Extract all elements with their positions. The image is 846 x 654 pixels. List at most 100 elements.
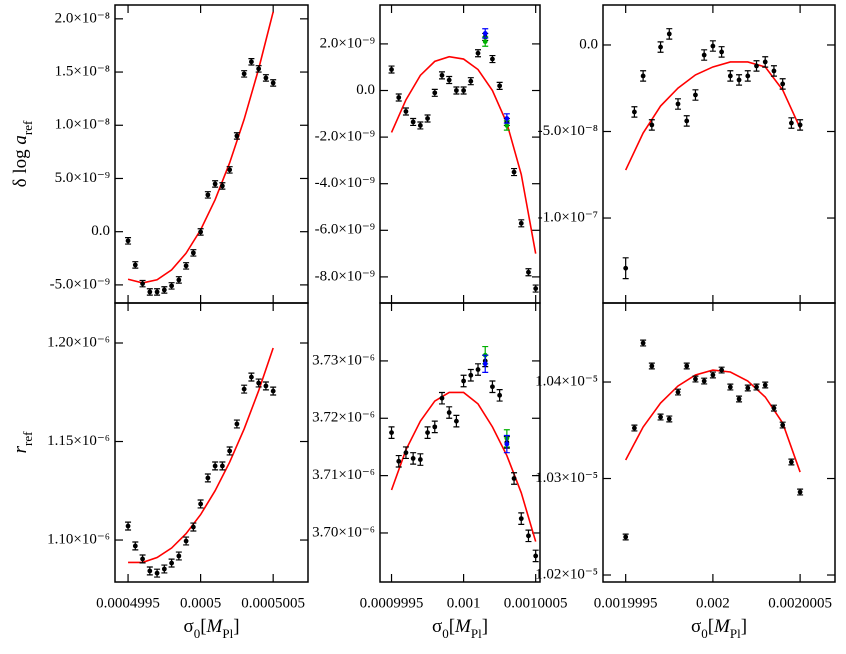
x-tick-label: 0.0020005 xyxy=(768,595,832,611)
label-part: σ xyxy=(183,616,193,637)
y-tick-label: 1.04×10⁻⁵ xyxy=(535,373,598,389)
data-point xyxy=(649,363,655,369)
data-point xyxy=(396,458,402,464)
data-point xyxy=(482,361,488,367)
data-point xyxy=(183,263,189,269)
data-point xyxy=(533,553,539,559)
data-point xyxy=(219,463,225,469)
data-point xyxy=(263,75,269,81)
data-point xyxy=(169,560,174,566)
x-tick-label: 0.002 xyxy=(696,595,730,611)
data-point xyxy=(190,524,196,530)
data-point xyxy=(771,405,777,411)
data-point xyxy=(762,382,768,388)
data-point xyxy=(154,289,160,295)
label-part: ref xyxy=(20,120,35,135)
y-tick-label: 3.71×10⁻⁶ xyxy=(312,467,375,483)
data-point xyxy=(719,367,725,373)
data-point xyxy=(468,78,474,84)
y-tick-label: 1.0×10⁻⁸ xyxy=(55,117,110,133)
data-point xyxy=(410,119,416,125)
y-tick-label: -6.0×10⁻⁹ xyxy=(315,222,375,238)
data-point xyxy=(176,553,182,559)
y-tick-label: 2.0×10⁻⁸ xyxy=(55,10,110,26)
data-point xyxy=(710,372,716,378)
label-part: δ log xyxy=(10,145,31,188)
plot-frame xyxy=(602,4,836,304)
axis-label: rref xyxy=(10,431,35,454)
y-tick-label: 1.10×10⁻⁶ xyxy=(47,531,110,547)
data-point xyxy=(701,378,707,384)
data-point xyxy=(403,450,409,456)
data-point xyxy=(176,277,182,283)
y-tick-label: 1.20×10⁻⁶ xyxy=(47,334,110,350)
label-part: [ xyxy=(200,616,206,637)
fit-curve xyxy=(390,391,537,542)
data-point xyxy=(736,77,742,83)
label-part: Pl xyxy=(471,626,482,641)
data-point xyxy=(658,44,663,50)
y-tick-label: 3.70×10⁻⁶ xyxy=(312,524,375,540)
data-point xyxy=(263,383,269,389)
data-point xyxy=(482,31,488,36)
data-point xyxy=(190,250,196,256)
data-point xyxy=(241,386,247,392)
y-tick-label: -5.0×10⁻⁹ xyxy=(50,276,110,292)
data-point xyxy=(675,101,681,107)
data-point xyxy=(154,570,160,576)
data-point xyxy=(631,425,637,431)
y-tick-label: -4.0×10⁻⁹ xyxy=(315,175,375,191)
x-tick-label: 0.0004995 xyxy=(96,595,160,611)
fit-curve xyxy=(128,347,274,564)
data-point xyxy=(219,183,225,189)
label-part: ] xyxy=(233,616,239,637)
data-point xyxy=(640,340,646,346)
label-part: [ xyxy=(708,616,714,637)
x-tick-label: 0.001 xyxy=(447,595,481,611)
label-part: 0 xyxy=(194,626,201,641)
data-point xyxy=(432,90,438,96)
data-point xyxy=(745,385,751,391)
data-point xyxy=(140,556,145,562)
y-tick-label: 3.72×10⁻⁶ xyxy=(312,410,375,426)
data-point xyxy=(132,543,138,549)
data-point xyxy=(256,66,262,72)
data-point xyxy=(132,262,138,268)
y-tick-label: 1.15×10⁻⁶ xyxy=(47,433,110,449)
data-point xyxy=(234,421,240,427)
data-point xyxy=(658,414,663,420)
data-point xyxy=(161,287,167,293)
data-point xyxy=(623,265,629,271)
data-point xyxy=(241,71,247,77)
data-point xyxy=(125,238,131,244)
data-point xyxy=(140,281,145,287)
label-part: a xyxy=(10,135,31,145)
data-point xyxy=(649,122,655,128)
y-tick-label: 0.0 xyxy=(356,82,375,98)
label-part: ] xyxy=(482,616,488,637)
y-tick-label: -8.0×10⁻⁹ xyxy=(315,268,375,284)
data-point xyxy=(762,59,768,65)
data-point xyxy=(212,463,218,469)
label-part: [ xyxy=(449,616,455,637)
data-point xyxy=(497,392,503,398)
data-point xyxy=(490,384,495,390)
data-point xyxy=(446,410,452,415)
label-part: Pl xyxy=(730,626,741,641)
data-point xyxy=(518,220,524,226)
label-part: M xyxy=(206,616,224,637)
data-point xyxy=(666,416,672,422)
plot-frame xyxy=(114,302,309,583)
data-point xyxy=(754,384,759,390)
data-point xyxy=(205,192,211,198)
x-tick-label: 0.0009995 xyxy=(360,595,424,611)
data-point xyxy=(727,73,733,79)
y-tick-label: 3.73×10⁻⁶ xyxy=(312,352,375,368)
label-part: ] xyxy=(741,616,747,637)
label-part: σ xyxy=(432,616,442,637)
data-point xyxy=(425,116,430,121)
data-point xyxy=(161,566,167,572)
data-point xyxy=(198,501,204,507)
label-part: 0 xyxy=(442,626,449,641)
